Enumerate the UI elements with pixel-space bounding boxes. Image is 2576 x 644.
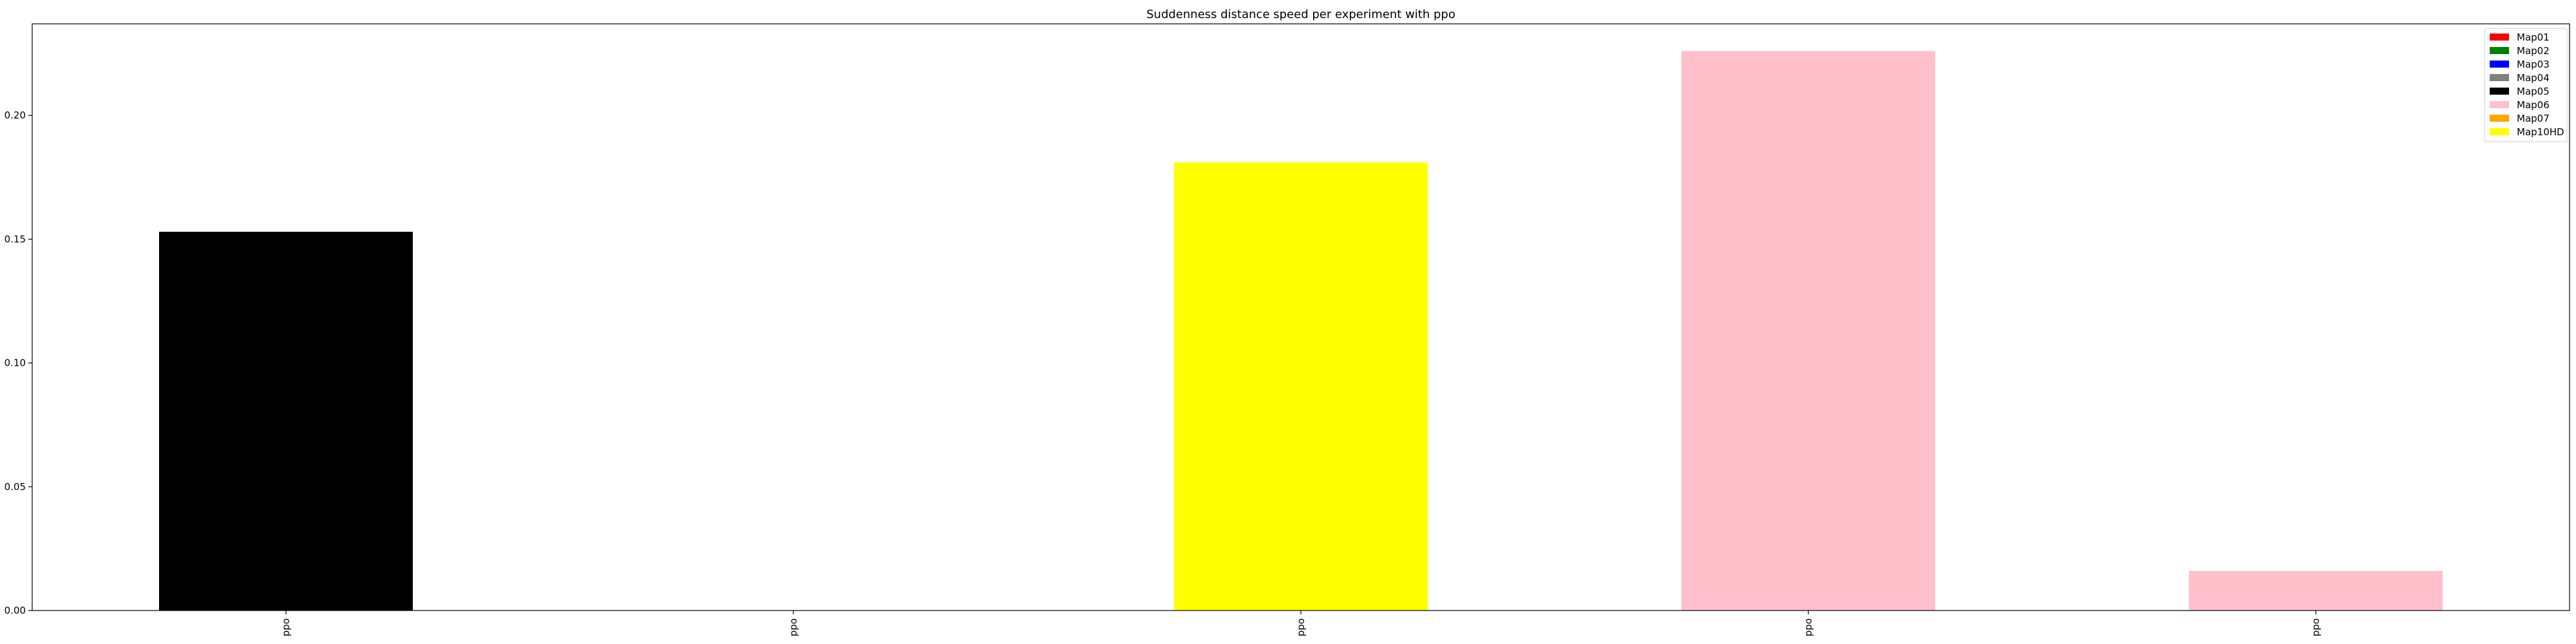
x-tick-label: ppo — [788, 618, 799, 636]
y-tick-label: 0.15 — [5, 233, 26, 245]
bar-4 — [1681, 51, 1935, 611]
legend-swatch — [2490, 128, 2509, 135]
legend-box — [2484, 28, 2568, 142]
bar-3 — [1174, 162, 1428, 611]
x-tick-label: ppo — [1295, 618, 1307, 636]
chart-title: Suddenness distance speed per experiment… — [1146, 8, 1455, 21]
legend-label: Map01 — [2517, 32, 2550, 43]
x-tick-label: ppo — [280, 618, 292, 636]
bar-5 — [2189, 571, 2443, 611]
y-tick-label: 0.20 — [5, 109, 26, 121]
x-tick-label: ppo — [1803, 618, 1814, 636]
y-tick-label: 0.05 — [5, 481, 26, 493]
legend-swatch — [2490, 115, 2509, 122]
legend-swatch — [2490, 88, 2509, 95]
legend-swatch — [2490, 61, 2509, 68]
legend-swatch — [2490, 101, 2509, 108]
legend-label: Map10HD — [2517, 126, 2564, 138]
legend-label: Map07 — [2517, 113, 2550, 124]
legend-label: Map03 — [2517, 59, 2550, 70]
legend-label: Map04 — [2517, 72, 2550, 84]
legend-swatch — [2490, 33, 2509, 41]
y-tick-label: 0.10 — [5, 357, 26, 369]
bar-1 — [159, 231, 413, 611]
x-tick-label: ppo — [2310, 618, 2322, 636]
legend-label: Map06 — [2517, 99, 2550, 111]
y-tick-label: 0.00 — [5, 605, 26, 616]
legend-swatch — [2490, 74, 2509, 81]
legend-swatch — [2490, 47, 2509, 54]
legend-label: Map05 — [2517, 86, 2550, 97]
legend-label: Map02 — [2517, 45, 2550, 57]
